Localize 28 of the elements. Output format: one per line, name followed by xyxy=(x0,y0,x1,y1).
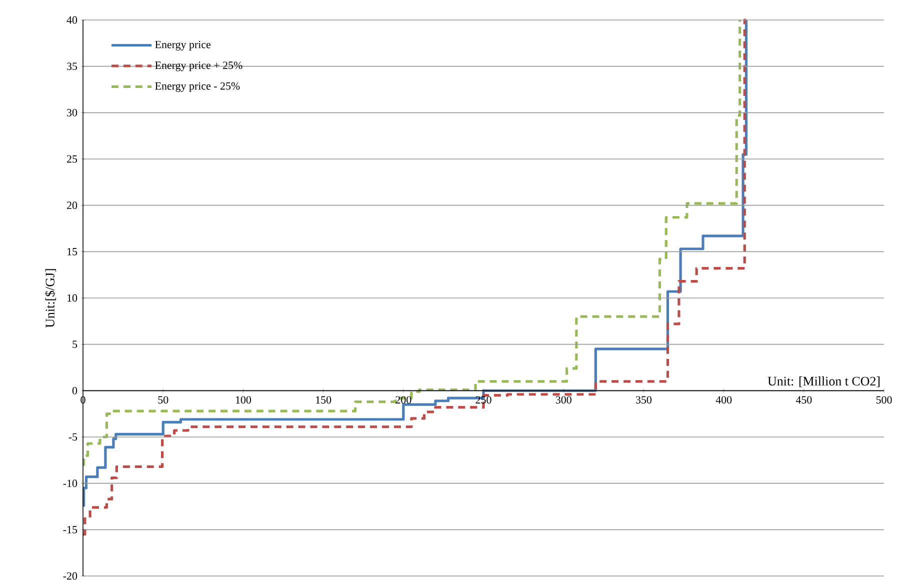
x-axis-title: Unit: [Million t CO2] xyxy=(768,376,880,388)
y-tick-label: 25 xyxy=(67,155,78,163)
legend-label: Energy price + 25% xyxy=(155,62,242,72)
y-tick-label: 40 xyxy=(66,16,78,24)
x-tick-label: 250 xyxy=(476,396,492,404)
y-tick-label: 20 xyxy=(67,202,78,210)
x-tick-label: 500 xyxy=(876,396,892,404)
y-tick-label: 0 xyxy=(72,386,78,394)
legend-label: Energy price - 25% xyxy=(155,82,240,92)
x-tick-label: 100 xyxy=(236,396,252,404)
y-tick-label: -20 xyxy=(63,572,78,580)
y-axis-title: Unit:[$/GJ] xyxy=(44,269,56,328)
y-tick-label: -15 xyxy=(63,526,78,534)
y-tick-label: 5 xyxy=(72,340,78,348)
x-tick-label: 350 xyxy=(636,396,652,404)
x-tick-label: 400 xyxy=(716,396,732,404)
x-tick-label: 150 xyxy=(316,396,332,404)
y-tick-label: -5 xyxy=(68,433,78,441)
x-tick-label: 50 xyxy=(158,396,168,404)
x-tick-label: 200 xyxy=(396,396,412,404)
x-tick-label: 450 xyxy=(796,396,812,404)
y-tick-label: -10 xyxy=(63,480,78,488)
x-tick-label: 300 xyxy=(556,396,572,404)
y-tick-label: 35 xyxy=(67,62,78,70)
legend-label: Energy price xyxy=(155,40,211,50)
y-tick-label: 10 xyxy=(67,294,78,302)
y-tick-label: 15 xyxy=(67,248,78,256)
y-tick-label: 30 xyxy=(67,108,78,116)
